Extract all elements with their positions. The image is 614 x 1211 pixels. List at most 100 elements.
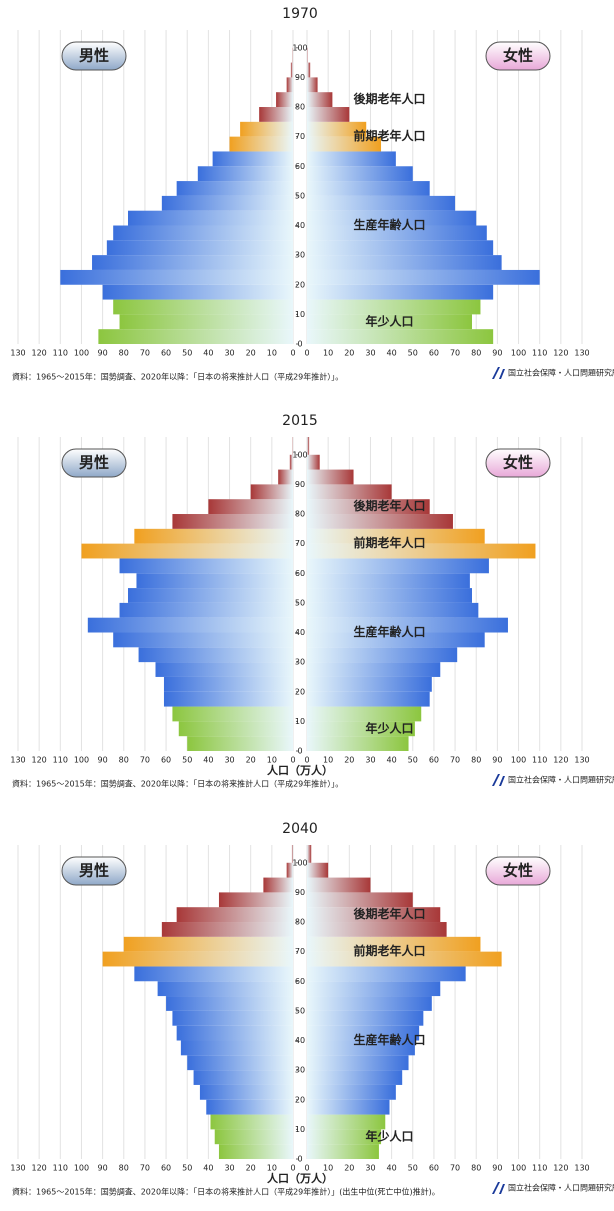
bar <box>307 514 453 529</box>
x-tick-label: 80 <box>119 349 129 358</box>
group-label: 年少人口 <box>365 1128 413 1143</box>
y-tick-label: 90 <box>295 480 305 489</box>
bar <box>307 907 441 923</box>
bar <box>307 951 502 967</box>
x-tick-label: 0 <box>304 1164 309 1173</box>
x-tick-label: 130 <box>574 756 589 765</box>
bar <box>119 314 294 330</box>
x-tick-label: 120 <box>553 1164 568 1173</box>
x-tick-label: 60 <box>429 349 439 358</box>
x-tick-label: 70 <box>140 756 150 765</box>
bar <box>98 329 293 344</box>
y-tick-label: 30 <box>295 1066 305 1075</box>
bar <box>307 121 367 137</box>
bar <box>289 454 293 470</box>
logo-icon <box>492 1182 505 1194</box>
x-tick-label: 80 <box>471 1164 481 1173</box>
legend-label: 女性 <box>503 47 533 65</box>
legend-box <box>61 856 127 886</box>
bar <box>307 676 432 692</box>
y-tick-label: 100 <box>292 858 307 867</box>
bar <box>166 996 293 1011</box>
bar <box>307 966 466 982</box>
y-tick-label: 40 <box>295 628 305 637</box>
x-tick-label: 10 <box>323 349 333 358</box>
group-label: 前期老年人口 <box>353 943 425 958</box>
bar <box>307 602 479 618</box>
legend-label: 男性 <box>79 454 109 472</box>
y-tick-label: 30 <box>295 658 305 667</box>
bar <box>119 558 294 574</box>
bar <box>307 1025 420 1041</box>
x-tick-label: 50 <box>182 349 192 358</box>
legend-label: 男性 <box>79 47 109 65</box>
x-tick-label: 110 <box>53 349 68 358</box>
y-tick-label: 50 <box>295 191 305 200</box>
bar <box>157 981 293 997</box>
x-tick-label: 60 <box>161 1164 171 1173</box>
y-tick-label: 70 <box>295 947 305 956</box>
bar <box>307 1010 424 1026</box>
bar <box>113 299 293 315</box>
bar <box>92 255 294 270</box>
x-tick-label: 0 <box>290 1164 295 1173</box>
bar <box>307 632 485 648</box>
bar <box>307 588 472 603</box>
group-label: 後期老年人口 <box>353 91 425 106</box>
x-tick-label: 50 <box>408 1164 418 1173</box>
bar <box>199 1084 293 1100</box>
bar <box>307 107 350 122</box>
bar <box>307 647 458 663</box>
y-tick-label: 90 <box>295 73 305 82</box>
bar <box>307 691 430 707</box>
bar <box>212 151 293 167</box>
bar <box>307 469 354 485</box>
bar <box>307 981 441 997</box>
bar <box>176 181 293 196</box>
group-label: 生産年齢人口 <box>353 1032 425 1047</box>
x-tick-label: 30 <box>224 1164 234 1173</box>
source-note: 資料：1965～2015年：国勢調査、2020年以降：「日本の将来推計人口（平成… <box>12 1187 440 1197</box>
x-tick-label: 70 <box>450 349 460 358</box>
bar <box>307 437 310 455</box>
bar <box>307 454 320 470</box>
bar <box>307 996 432 1011</box>
chart-title: 2015 <box>282 413 318 429</box>
x-tick-label: 20 <box>344 1164 354 1173</box>
bar <box>307 314 472 330</box>
bar <box>307 845 312 863</box>
bar <box>307 736 409 751</box>
bar <box>307 528 485 544</box>
bar <box>193 1070 293 1085</box>
bar <box>176 907 293 923</box>
bar <box>102 284 293 300</box>
y-tick-label: 10 <box>295 1125 305 1134</box>
x-tick-label: 100 <box>511 1164 526 1173</box>
bar <box>161 195 293 211</box>
legend-box <box>61 448 127 478</box>
y-tick-label: 10 <box>295 717 305 726</box>
bar <box>278 469 293 485</box>
x-tick-label: 10 <box>267 1164 277 1173</box>
x-tick-label: 130 <box>10 756 25 765</box>
y-tick-label: 40 <box>295 221 305 230</box>
bar <box>240 121 293 137</box>
x-tick-label: 110 <box>53 1164 68 1173</box>
x-tick-label: 130 <box>10 1164 25 1173</box>
bar <box>307 1055 409 1071</box>
bar <box>187 1055 293 1071</box>
x-tick-label: 130 <box>10 349 25 358</box>
logo-icon <box>492 367 505 379</box>
bar <box>136 573 293 589</box>
bar <box>291 845 293 863</box>
x-tick-label: 20 <box>246 1164 256 1173</box>
bar <box>307 299 481 315</box>
x-tick-label: 30 <box>224 756 234 765</box>
x-tick-label: 70 <box>450 1164 460 1173</box>
chart-title: 1970 <box>282 6 318 22</box>
bar <box>307 329 494 344</box>
group-label: 前期老年人口 <box>353 535 425 550</box>
legend-box <box>485 856 551 886</box>
bar <box>276 92 293 108</box>
